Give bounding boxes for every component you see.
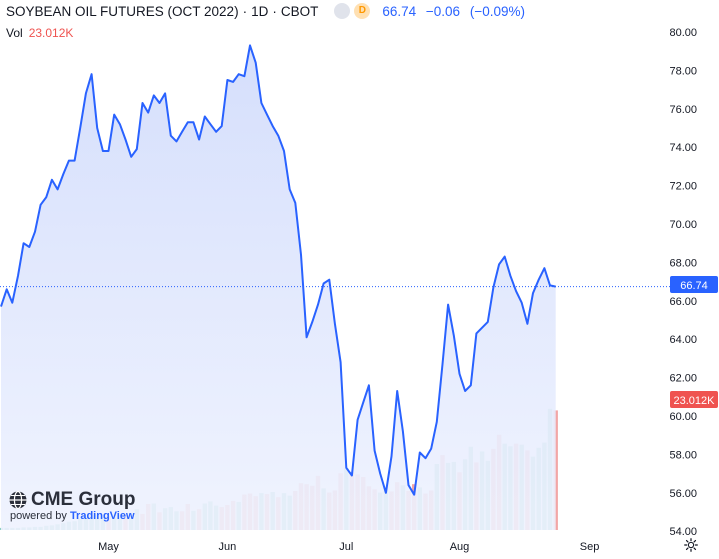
exchange-label: CBOT: [280, 3, 319, 19]
y-tick-label: 56.00: [669, 488, 697, 500]
volume-legend-label: Vol: [6, 26, 23, 40]
gear-icon[interactable]: [684, 538, 698, 552]
y-tick-label: 66.00: [669, 296, 697, 308]
price-area-fill: [1, 45, 556, 531]
x-tick-label: Jun: [219, 541, 237, 553]
x-tick-label: Sep: [580, 541, 600, 553]
y-tick-label: 80.00: [669, 27, 697, 39]
axis-tags: 66.74 23.012K: [670, 276, 718, 408]
y-tick-label: 54.00: [669, 526, 697, 538]
x-tick-label: Jul: [339, 541, 353, 553]
interval-label[interactable]: 1D: [251, 3, 269, 19]
symbol-title[interactable]: SOYBEAN OIL FUTURES (OCT 2022): [6, 3, 239, 19]
last-price-tag-label: 66.74: [680, 280, 708, 292]
quote: 66.74 −0.06 (−0.09%): [382, 4, 531, 19]
y-tick-label: 74.00: [669, 142, 697, 154]
price-change-percent: (−0.09%): [469, 3, 525, 19]
price-line: [0, 44, 556, 496]
chart-header: SOYBEAN OIL FUTURES (OCT 2022) · 1D · CB…: [6, 3, 531, 19]
powered-by-label: powered by: [10, 510, 67, 522]
provider-name: TradingView: [69, 510, 135, 522]
y-tick-label: 70.00: [669, 219, 697, 231]
volume-legend: Vol 23.012K: [6, 26, 73, 40]
y-tick-label: 62.00: [669, 373, 697, 385]
x-tick-label: May: [98, 541, 119, 553]
separator: ·: [242, 3, 248, 19]
last-price: 66.74: [382, 3, 417, 19]
y-tick-label: 78.00: [669, 65, 697, 77]
brand-name: CME Group: [31, 489, 136, 510]
separator: ·: [272, 3, 277, 19]
market-status-icon: [334, 3, 351, 19]
x-tick-label: Aug: [450, 541, 470, 553]
last-price-tag: [670, 276, 718, 293]
last-volume-tag: [670, 391, 718, 408]
y-tick-label: 58.00: [669, 449, 697, 461]
cme-logo[interactable]: CME Group powered by TradingView: [8, 489, 136, 522]
y-tick-label: 60.00: [669, 411, 697, 423]
y-tick-label: 64.00: [669, 334, 697, 346]
market-badge: D: [354, 3, 371, 19]
globe-icon: [9, 490, 27, 510]
y-axis: 80.00 78.00 76.00 74.00 72.00 70.00 68.00 66.00…: [669, 27, 697, 538]
y-tick-label: 68.00: [669, 257, 697, 269]
y-tick-label: 72.00: [669, 181, 697, 193]
last-volume-tag-label: 23.012K: [674, 395, 716, 407]
volume-legend-value: 23.012K: [28, 26, 74, 40]
price-change: −0.06: [425, 3, 461, 19]
y-tick-label: 76.00: [669, 104, 697, 116]
x-axis: May Jun Jul Aug Sep: [98, 541, 599, 553]
